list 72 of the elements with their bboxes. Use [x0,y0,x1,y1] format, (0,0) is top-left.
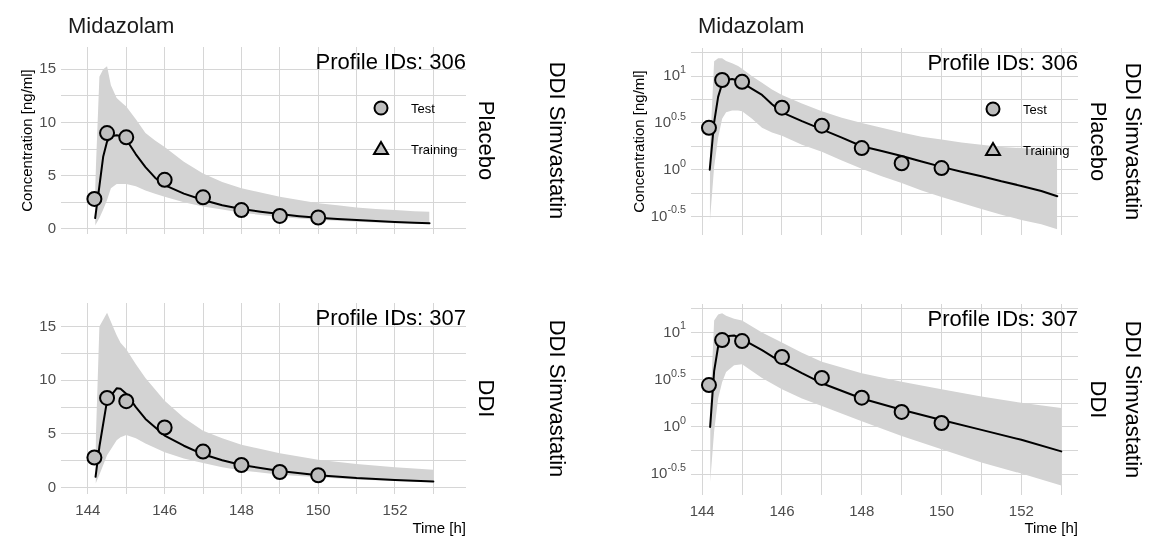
y-tick-label: 10 [39,112,56,130]
point [773,348,790,365]
point [813,117,830,134]
annotation: Profile IDs: 307 [315,305,466,330]
point [734,73,751,90]
y-tick-label: 5 [47,165,56,183]
y-tick-label: 10 [39,370,56,388]
point [195,443,212,460]
y-axis-title: Concentration [ng/ml] [18,69,36,212]
annotation: Profile IDs: 307 [927,306,1078,331]
x-tick-label: 146 [152,501,178,519]
point [310,467,327,484]
x-tick-label: 144 [75,501,101,519]
point [86,449,103,466]
point [700,119,717,136]
x-tick-label: 150 [929,502,955,520]
point [86,190,103,207]
point [233,202,250,219]
point [893,155,910,172]
x-axis-title: Time [h] [412,519,466,536]
point [813,369,830,386]
x-tick-label: 148 [228,501,254,519]
legend-label: Training [411,141,458,157]
point [734,333,751,350]
point [118,393,135,410]
legend-label: Test [1023,101,1048,117]
annotation: Profile IDs: 306 [315,49,466,74]
y-tick-label: 0 [47,477,56,495]
point [853,389,870,406]
text: Placebo [1085,101,1111,182]
point [773,99,790,116]
text: Placebo [473,100,499,181]
point [271,207,288,224]
y-axis-title: Concentration [ng/ml] [629,70,647,213]
point [933,160,950,177]
x-tick-label: 148 [849,502,875,520]
y-tick-label: 15 [39,316,56,334]
point [99,389,116,406]
legend-label: Training [1023,142,1070,158]
point [933,414,950,431]
point [853,140,870,157]
point [99,125,116,142]
text: DDI Simvastatin [544,61,570,220]
point [893,403,910,420]
text: DDI Simvastatin [1120,62,1146,221]
y-tick-label: 5 [47,424,56,442]
point [271,464,288,480]
chart-title: Midazolam [68,13,175,38]
x-tick-label: 146 [769,502,795,520]
point [714,332,731,349]
text: DDI Simvastatin [544,319,570,478]
y-tick-label: 0 [47,218,56,236]
point [195,189,212,206]
point [310,209,327,226]
x-tick-label: 150 [305,501,331,519]
x-tick-label: 152 [1008,502,1034,520]
point [118,129,135,146]
text: DDI [473,379,499,418]
text: DDI [1085,380,1111,419]
x-tick-label: 144 [689,502,715,520]
y-tick-label: 15 [39,59,56,77]
x-tick-label: 152 [382,501,408,519]
annotation: Profile IDs: 306 [927,50,1078,75]
point [714,71,731,88]
x-axis-title: Time [h] [1024,519,1078,536]
point [156,171,173,188]
point [700,377,717,394]
point [156,419,173,436]
chart-title: Midazolam [698,13,805,38]
text: DDI Simvastatin [1120,320,1146,479]
point [233,457,250,474]
legend-label: Test [411,100,436,116]
